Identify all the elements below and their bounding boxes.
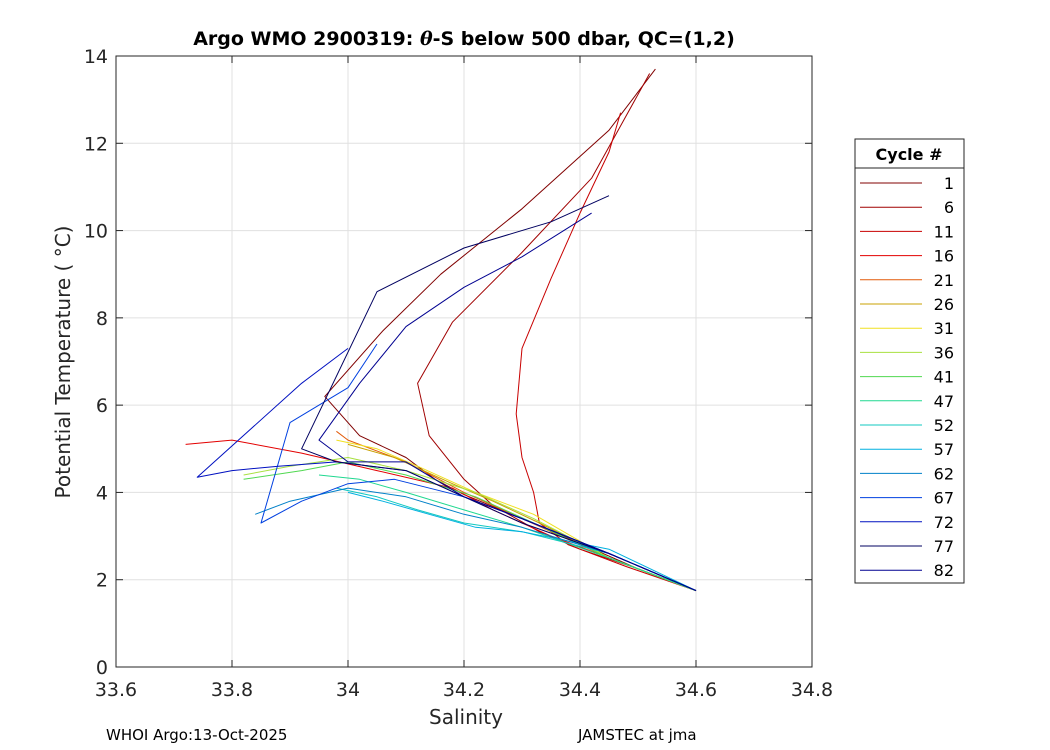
x-tick-label: 33.8 bbox=[211, 679, 253, 701]
legend-label-cycle-77: 77 bbox=[934, 537, 954, 556]
legend-label-cycle-62: 62 bbox=[934, 464, 954, 483]
legend-label-cycle-6: 6 bbox=[944, 198, 954, 217]
legend-box bbox=[854, 138, 965, 584]
series-line-cycle-47 bbox=[318, 474, 697, 592]
footer-right-text: JAMSTEC at jma bbox=[578, 726, 697, 744]
legend-label-cycle-47: 47 bbox=[934, 392, 954, 411]
y-tick-label: 8 bbox=[96, 308, 108, 330]
series-line-cycle-62 bbox=[255, 487, 697, 592]
legend-label-cycle-21: 21 bbox=[934, 271, 954, 290]
series-line-cycle-41 bbox=[243, 461, 697, 592]
legend-label-cycle-11: 11 bbox=[934, 222, 954, 241]
legend-label-cycle-36: 36 bbox=[934, 343, 954, 362]
y-tick-label: 12 bbox=[84, 133, 108, 155]
x-tick-label: 33.6 bbox=[95, 679, 137, 701]
footer-left-text: WHOI Argo:13-Oct-2025 bbox=[106, 726, 288, 744]
y-tick-label: 4 bbox=[96, 482, 108, 504]
y-tick-label: 6 bbox=[96, 395, 108, 417]
y-tick-label: 2 bbox=[96, 570, 108, 592]
series-layer bbox=[185, 68, 697, 592]
grid bbox=[116, 56, 812, 667]
series-line-cycle-67 bbox=[260, 343, 697, 592]
legend-label-cycle-41: 41 bbox=[934, 368, 954, 387]
legend-title: Cycle # bbox=[876, 145, 943, 164]
legend-label-cycle-31: 31 bbox=[934, 319, 954, 338]
legend-label-cycle-67: 67 bbox=[934, 489, 954, 508]
x-tick-label: 34.2 bbox=[443, 679, 485, 701]
legend-label-cycle-72: 72 bbox=[934, 513, 954, 532]
series-line-cycle-77 bbox=[301, 195, 697, 592]
x-tick-label: 34.8 bbox=[791, 679, 833, 701]
legend-label-cycle-26: 26 bbox=[934, 295, 954, 314]
legend-label-cycle-16: 16 bbox=[934, 247, 954, 266]
legend-label-cycle-57: 57 bbox=[934, 440, 954, 459]
series-line-cycle-16 bbox=[185, 439, 697, 592]
x-tick-label: 34 bbox=[336, 679, 360, 701]
y-axis-label: Potential Temperature ( °C) bbox=[51, 226, 75, 499]
y-tick-label: 0 bbox=[96, 657, 108, 679]
series-line-cycle-11 bbox=[515, 112, 697, 592]
legend-label-cycle-82: 82 bbox=[934, 561, 954, 580]
x-tick-label: 34.4 bbox=[559, 679, 601, 701]
y-tick-label: 10 bbox=[84, 221, 108, 243]
legend-label-cycle-1: 1 bbox=[944, 174, 954, 193]
tick-layer: 33.6 33.8 34 34.2 34.4 34.6 34.8 0 2 4 6 8 10 12 14 bbox=[84, 46, 833, 701]
chart-title: Argo WMO 2900319: θ-S below 500 dbar, QC… bbox=[193, 28, 735, 50]
series-line-cycle-57 bbox=[347, 491, 697, 592]
legend-label-cycle-52: 52 bbox=[934, 416, 954, 435]
series-line-cycle-82 bbox=[318, 212, 697, 592]
x-tick-label: 34.6 bbox=[675, 679, 717, 701]
x-axis-label: Salinity bbox=[429, 705, 503, 729]
y-tick-label: 14 bbox=[84, 46, 108, 68]
